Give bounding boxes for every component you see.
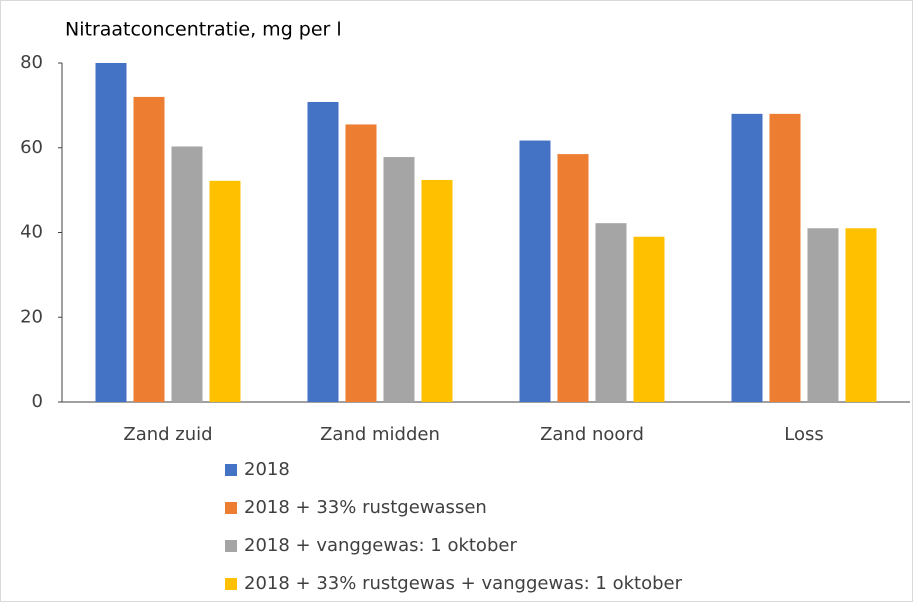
legend-swatch <box>225 464 237 476</box>
bar <box>383 157 415 402</box>
legend-label: 2018 + 33% rustgewas + vanggewas: 1 okto… <box>244 573 683 594</box>
legend-label: 2018 + 33% rustgewassen <box>244 497 487 518</box>
bar <box>421 179 453 402</box>
x-tick-label: Zand midden <box>320 424 440 445</box>
bar <box>133 96 165 403</box>
y-tick-label: 80 <box>20 52 43 73</box>
legend-label: 2018 <box>244 459 290 480</box>
legend-swatch <box>225 578 237 590</box>
bar <box>171 146 203 402</box>
bar <box>519 140 551 402</box>
bar <box>307 101 339 403</box>
x-tick-label: Zand noord <box>540 424 644 445</box>
legend-label: 2018 + vanggewas: 1 oktober <box>244 535 517 556</box>
x-tick-label: Loss <box>784 424 823 445</box>
bar <box>595 223 627 402</box>
bar <box>807 228 839 402</box>
bar <box>633 236 665 402</box>
bar <box>845 228 877 402</box>
y-tick-label: 60 <box>20 137 43 158</box>
bar <box>209 180 241 402</box>
bar <box>731 113 763 402</box>
bar <box>345 124 377 402</box>
x-tick-label: Zand zuid <box>123 424 212 445</box>
bar <box>95 63 127 402</box>
legend-swatch <box>225 540 237 552</box>
chart-title: Nitraatconcentratie, mg per l <box>65 19 342 41</box>
legend-swatch <box>225 502 237 514</box>
y-tick-label: 0 <box>32 391 43 412</box>
y-tick-label: 40 <box>20 222 43 243</box>
y-tick-label: 20 <box>20 306 43 327</box>
bar <box>769 113 801 402</box>
bar <box>557 154 589 402</box>
